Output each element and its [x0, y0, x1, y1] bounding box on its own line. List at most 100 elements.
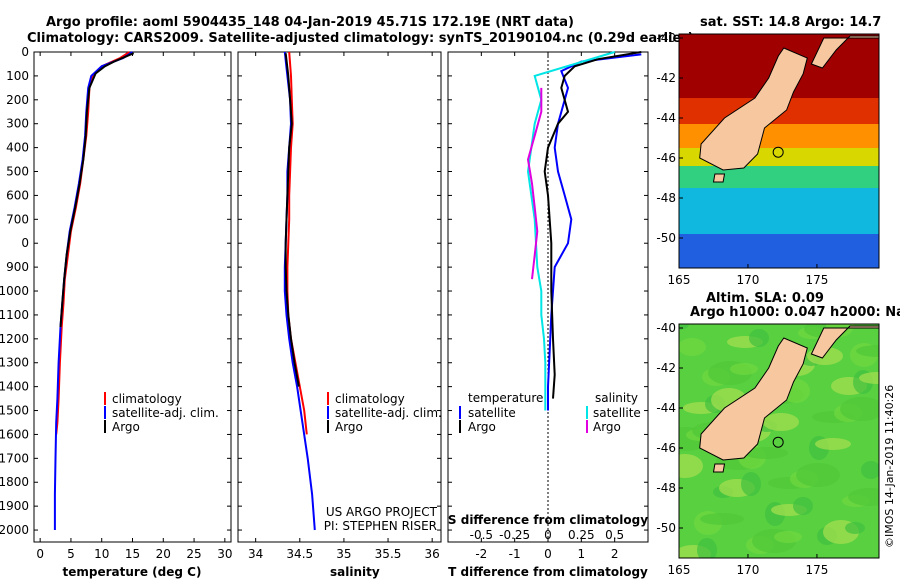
s-diff-tick-label: 0.5 [605, 528, 624, 542]
salinity-lines [283, 51, 316, 531]
sla-patch [741, 472, 761, 496]
y-tick-label: 1400 [0, 380, 29, 394]
series-line-t-satellite [547, 53, 642, 411]
sla-map-title-1: Altim. SLA: 0.09 [706, 291, 824, 306]
series-line-t-argo [543, 51, 642, 399]
series-line-s-argo [526, 87, 543, 280]
y-tick-label: 100 [6, 69, 29, 83]
credit-pi: PI: STEPHEN RISER [324, 519, 437, 533]
stewart-island [712, 463, 726, 473]
imos-watermark: ©IMOS 14-Jan-2019 11:40:26 [883, 385, 896, 548]
difference-legend-temperature: temperature satellite Argo [459, 391, 543, 434]
difference-x-axis: -2 -1 0 1 2 [475, 52, 618, 561]
series-line-satellite-adj-clim- [53, 51, 134, 530]
salinity-axes-frame [237, 51, 442, 543]
legend-argo-label: Argo [112, 420, 140, 434]
salinity-difference-axis: -0.5 -0.25 0 0.25 0.5 [470, 528, 625, 542]
sla-patch [840, 397, 879, 421]
temperature-panel: 0100200300400500600700090010001100120013… [0, 45, 232, 579]
x-tick-label: 15 [125, 547, 140, 561]
lat-tick-label: -42 [656, 71, 676, 85]
stewart-island [712, 173, 726, 183]
sla-patch [774, 531, 802, 543]
x-tick-label: 36 [425, 547, 440, 561]
x-tick-label: 20 [156, 547, 171, 561]
salinity-axis-title: salinity [330, 565, 380, 579]
difference-lines [526, 51, 642, 411]
y-tick-label: 1200 [0, 332, 29, 346]
series-line-satellite-adj-clim- [283, 51, 316, 531]
y-tick-label: 1900 [0, 499, 29, 513]
sla-patch [697, 538, 717, 558]
s-diff-tick-label: 0 [544, 528, 552, 542]
lon-tick-label: 170 [737, 273, 760, 287]
sst-band [679, 234, 879, 268]
lat-tick-label: -48 [656, 481, 676, 495]
sla-map-title-2: Argo h1000: 0.047 h2000: NaN [690, 305, 900, 320]
y-tick-label: 1800 [0, 475, 29, 489]
y-tick-label: 600 [6, 188, 29, 202]
x-tick-label: -2 [475, 547, 487, 561]
lon-tick-label: 165 [668, 273, 691, 287]
x-tick-label: 0 [544, 547, 552, 561]
sla-patch [730, 363, 758, 375]
salinity-x-axis: 34 34.5 35 35.5 36 [248, 52, 440, 561]
y-tick-label: 0 [21, 236, 29, 250]
legend-s-argo-label: Argo [593, 420, 621, 434]
legend-temperature-title: temperature [468, 391, 543, 405]
lat-tick-label: -46 [656, 441, 676, 455]
sla-color-field [679, 324, 879, 558]
s-difference-axis-title: S difference from climatology [448, 513, 648, 527]
x-tick-label: 25 [186, 547, 201, 561]
sla-patch [859, 372, 879, 384]
legend-t-satellite-label: satellite [468, 406, 516, 420]
y-tick-label: 1600 [0, 427, 29, 441]
north-island [810, 325, 879, 359]
x-tick-label: 34 [248, 547, 263, 561]
figure-title-line1: Argo profile: aoml 5904435_148 04-Jan-20… [46, 15, 574, 30]
sla-latitude-axis: -40 -42 -44 -46 -48 -50 [656, 321, 683, 535]
figure-title-line2: Climatology: CARS2009. Satellite-adjuste… [27, 31, 694, 46]
t-difference-axis-title: T difference from climatology [448, 565, 648, 579]
x-tick-label: 1 [578, 547, 586, 561]
y-tick-label: 2000 [0, 523, 29, 537]
argo-float-location [772, 436, 784, 448]
sla-longitude-axis: 165 170 175 [668, 554, 828, 577]
lat-tick-label: -40 [656, 31, 676, 45]
temperature-lines [53, 51, 135, 530]
sst-longitude-axis: 165 170 175 [668, 264, 828, 287]
new-zealand-land [699, 35, 879, 183]
lon-tick-label: 165 [668, 563, 691, 577]
south-island [699, 337, 808, 461]
salinity-panel: 34 34.5 35 35.5 36 salinity climatology sate… [237, 51, 442, 579]
sla-map-frame [678, 323, 880, 559]
x-tick-label: 35 [336, 547, 351, 561]
x-tick-label: 34.5 [286, 547, 313, 561]
y-tick-label: 0 [21, 45, 29, 59]
sla-patch [700, 513, 744, 525]
lat-tick-label: -42 [656, 361, 676, 375]
sla-patch [845, 522, 865, 534]
x-tick-label: -1 [509, 547, 521, 561]
legend-argo-label: Argo [335, 420, 363, 434]
y-tick-label: 900 [6, 260, 29, 274]
y-tick-label: 200 [6, 93, 29, 107]
sla-patch [763, 413, 799, 431]
lat-tick-label: -44 [656, 111, 676, 125]
sst-map-frame [678, 33, 880, 269]
lat-tick-label: -44 [656, 401, 676, 415]
new-zealand-land [699, 325, 879, 473]
x-tick-label: 2 [611, 547, 619, 561]
y-tick-label: 500 [6, 165, 29, 179]
legend-salinity-title: salinity [595, 391, 638, 405]
s-diff-tick-label: 0.25 [568, 528, 595, 542]
y-tick-label: 1300 [0, 356, 29, 370]
sla-patch [861, 461, 879, 479]
north-island [810, 35, 879, 69]
sst-map-title: sat. SST: 14.8 Argo: 14.7 [700, 15, 881, 30]
pressure-axis: 0 100 200 300 400 500 600 700 0 900 1000 1100 1200 13… [0, 45, 231, 537]
series-line-argo [284, 53, 300, 387]
lon-tick-label: 175 [805, 563, 828, 577]
lat-tick-label: -46 [656, 151, 676, 165]
